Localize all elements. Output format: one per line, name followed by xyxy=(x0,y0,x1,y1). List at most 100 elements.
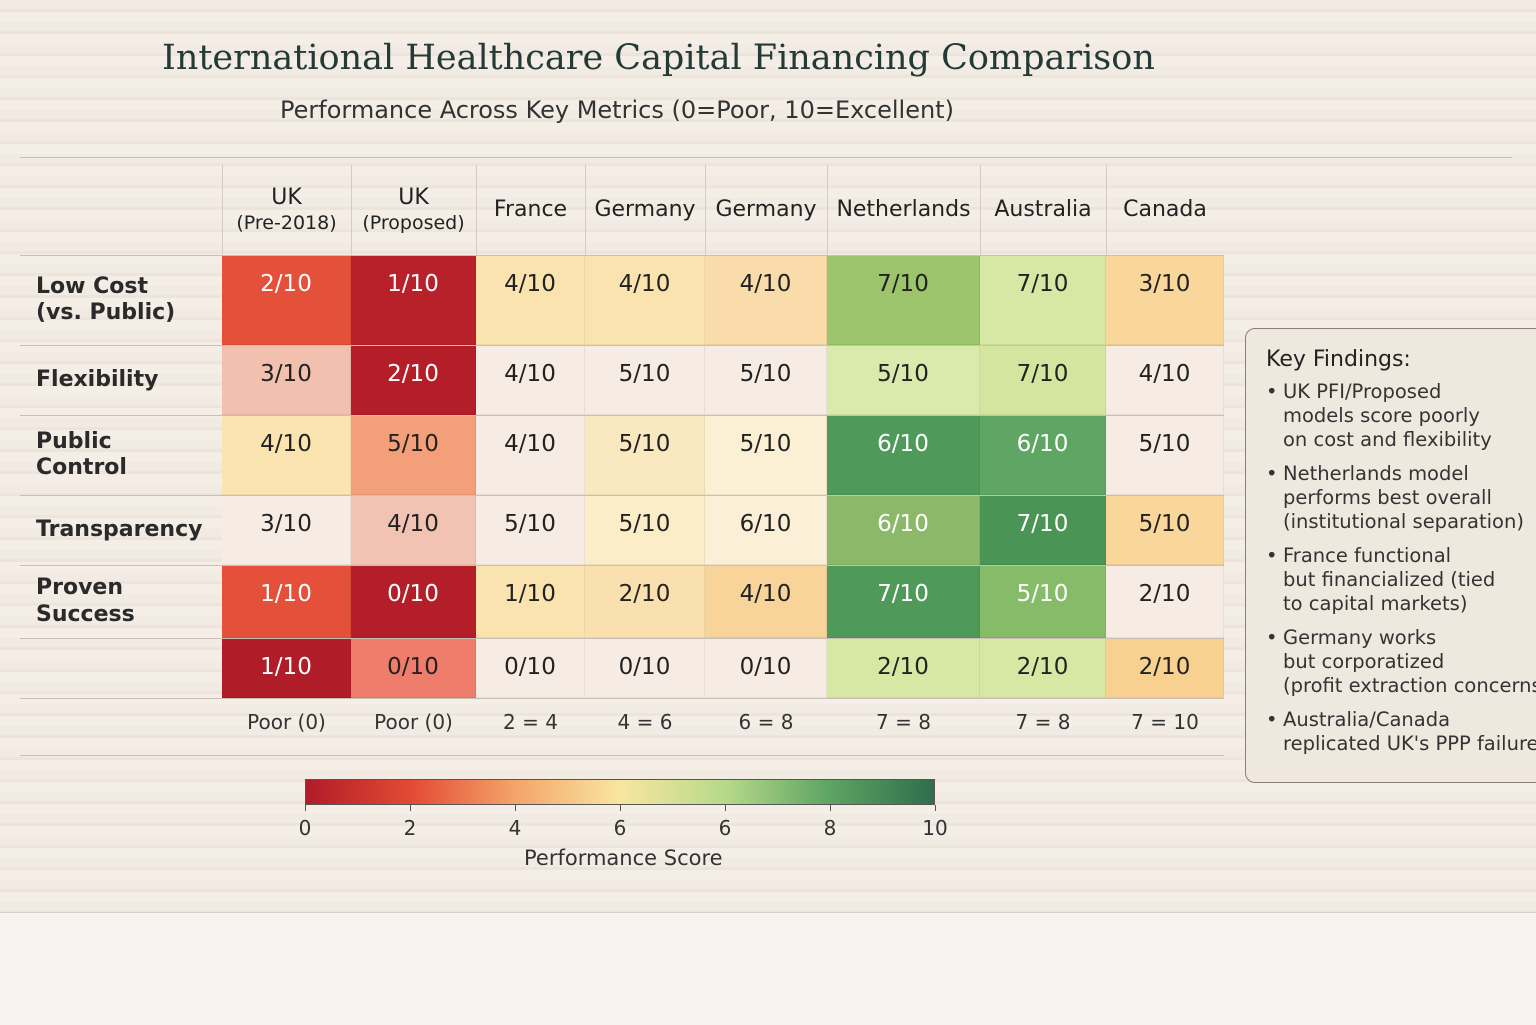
heatmap-cell: 5/10 xyxy=(1106,495,1224,565)
finding-line: but corporatized xyxy=(1283,650,1445,673)
column-divider xyxy=(585,165,586,255)
colorbar-tick xyxy=(410,805,411,811)
heatmap-cell: 5/10 xyxy=(980,565,1106,638)
heatmap-cell: 0/10 xyxy=(351,638,476,698)
column-divider xyxy=(222,165,223,255)
heatmap-cell: 2/10 xyxy=(585,565,705,638)
heatmap-cell: 4/10 xyxy=(476,255,585,345)
column-name: Canada xyxy=(1123,197,1207,223)
row-label: Proven Success xyxy=(36,575,135,627)
footer-range: 6 = 8 xyxy=(738,710,794,734)
row-label: Transparency xyxy=(36,516,203,542)
footer-range: 2 = 4 xyxy=(503,710,558,734)
heatmap-cell: 5/10 xyxy=(705,345,827,415)
bullet-icon: • xyxy=(1266,380,1278,403)
colorbar-tick-label: 2 xyxy=(403,816,417,840)
finding-item: • France functional but financialized (tie… xyxy=(1266,544,1536,616)
heatmap-cell: 4/10 xyxy=(705,565,827,638)
heatmap-cell: 2/10 xyxy=(1106,565,1224,638)
column-divider xyxy=(705,165,706,255)
heatmap-cell: 4/10 xyxy=(222,415,351,495)
heatmap-cell: 0/10 xyxy=(585,638,705,698)
column-name: France xyxy=(493,197,568,223)
finding-line: Australia/Canada xyxy=(1283,708,1451,731)
colorbar-tick-label: 6 xyxy=(613,816,627,840)
colorbar-tick xyxy=(725,805,726,811)
bullet-icon: • xyxy=(1266,462,1278,485)
column-header: Germany xyxy=(585,165,705,255)
finding-line: to capital markets) xyxy=(1283,592,1468,615)
heatmap-cell: 5/10 xyxy=(827,345,980,415)
heatmap-cell: 5/10 xyxy=(351,415,476,495)
heatmap-cell: 6/10 xyxy=(980,415,1106,495)
bullet-icon: • xyxy=(1266,708,1278,731)
key-findings-title: Key Findings: xyxy=(1266,347,1411,372)
finding-line: France functional xyxy=(1283,544,1452,567)
column-divider xyxy=(1106,165,1107,255)
bottom-band xyxy=(0,912,1536,1025)
footer-range: 7 = 8 xyxy=(876,710,931,734)
row-divider xyxy=(20,415,1224,416)
colorbar-tick-label: 4 xyxy=(508,816,522,840)
footer-range: 4 = 6 xyxy=(617,710,673,734)
column-subtitle: (Proposed) xyxy=(362,211,465,234)
finding-line: replicated UK's PPP failures xyxy=(1283,732,1536,755)
column-header: Netherlands xyxy=(827,165,980,255)
heatmap-cell: 4/10 xyxy=(351,495,476,565)
heatmap-cell: 1/10 xyxy=(476,565,585,638)
colorbar-label: Performance Score xyxy=(524,846,723,870)
bullet-icon: • xyxy=(1266,626,1278,649)
footer-range: Poor (0) xyxy=(374,710,453,734)
finding-item: • Netherlands model performs best overall(… xyxy=(1266,462,1536,534)
heatmap-cell: 5/10 xyxy=(585,495,705,565)
column-header: UK (Proposed) xyxy=(351,165,476,255)
heatmap-cell: 0/10 xyxy=(476,638,585,698)
row-divider xyxy=(20,638,1224,639)
heatmap-cell: 4/10 xyxy=(585,255,705,345)
heatmap-cell: 0/10 xyxy=(705,638,827,698)
colorbar-tick xyxy=(305,805,306,811)
finding-item: • Germany works but corporatized (profit ex… xyxy=(1266,626,1536,698)
heatmap-cell: 2/10 xyxy=(351,345,476,415)
heatmap-cell: 5/10 xyxy=(585,415,705,495)
finding-item: • Australia/Canada replicated UK's PPP fai… xyxy=(1266,708,1536,756)
heatmap-cell: 4/10 xyxy=(705,255,827,345)
colorbar-tick-label: 10 xyxy=(922,816,948,840)
colorbar-tick-label: 0 xyxy=(298,816,312,840)
finding-line: UK PFI/Proposed xyxy=(1283,380,1442,403)
finding-line: but financialized (tied xyxy=(1283,568,1496,591)
chart-subtitle: Performance Across Key Metrics (0=Poor, … xyxy=(280,96,954,124)
finding-line: performs best overall xyxy=(1283,486,1492,509)
heatmap-cell: 4/10 xyxy=(1106,345,1224,415)
heatmap-cell: 7/10 xyxy=(980,495,1106,565)
footer-range: Poor (0) xyxy=(247,710,326,734)
colorbar-tick-label: 8 xyxy=(823,816,837,840)
colorbar-tick xyxy=(515,805,516,811)
column-header: UK (Pre-2018) xyxy=(222,165,351,255)
row-label: Flexibility xyxy=(36,366,159,392)
heatmap-cell: 1/10 xyxy=(222,638,351,698)
divider xyxy=(20,157,1512,158)
divider xyxy=(20,755,1224,756)
column-header: Germany xyxy=(705,165,827,255)
heatmap-cell: 5/10 xyxy=(585,345,705,415)
column-name: UK xyxy=(398,185,429,211)
row-divider xyxy=(20,495,1224,496)
finding-line: models score poorly xyxy=(1283,404,1480,427)
footer-range: 7 = 10 xyxy=(1131,710,1199,734)
finding-line: Netherlands model xyxy=(1283,462,1469,485)
column-name: Germany xyxy=(594,197,696,223)
finding-line: Germany works xyxy=(1283,626,1437,649)
column-divider xyxy=(827,165,828,255)
divider xyxy=(20,698,1224,699)
footer-range: 7 = 8 xyxy=(1015,710,1071,734)
finding-line: on cost and flexibility xyxy=(1283,428,1492,451)
column-name: Netherlands xyxy=(836,197,971,223)
row-divider xyxy=(20,255,1224,256)
heatmap-cell: 2/10 xyxy=(1106,638,1224,698)
heatmap-cell: 1/10 xyxy=(222,565,351,638)
heatmap-cell: 5/10 xyxy=(705,415,827,495)
heatmap-cell: 7/10 xyxy=(980,255,1106,345)
column-name: Australia xyxy=(994,197,1092,223)
heatmap-cell: 4/10 xyxy=(476,415,585,495)
